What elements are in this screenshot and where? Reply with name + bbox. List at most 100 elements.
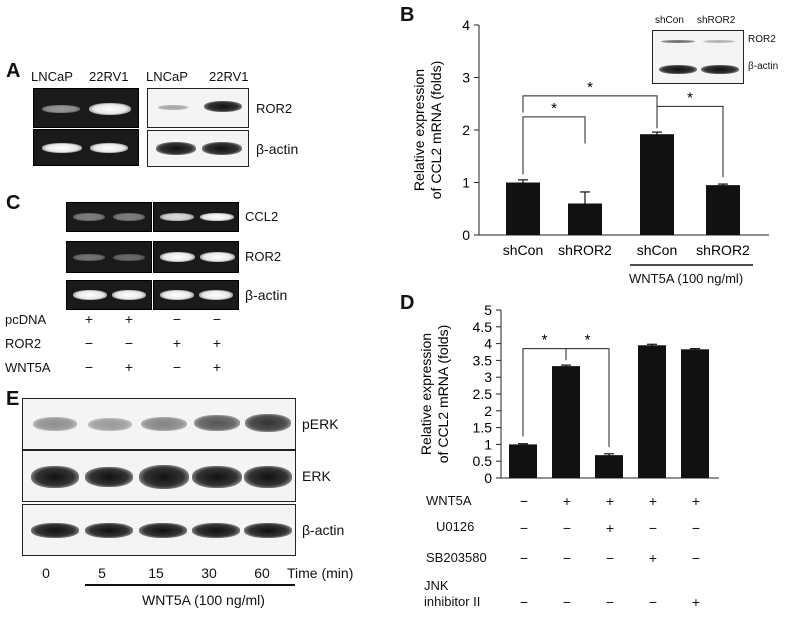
c-ror2-2: − bbox=[124, 335, 134, 351]
chartd-ytick-label: 4 bbox=[484, 336, 492, 352]
b-inset-lane-shror2: shROR2 bbox=[697, 15, 736, 26]
d-wnt5a-5: + bbox=[691, 493, 701, 509]
d-u0126-2: − bbox=[562, 520, 572, 536]
d-sb-3: − bbox=[605, 550, 615, 566]
d-sb-2: − bbox=[562, 550, 572, 566]
chartd-bar bbox=[509, 444, 537, 478]
chartb-sig-bracket bbox=[656, 105, 724, 178]
b-inset-row-ror2: ROR2 bbox=[748, 34, 776, 45]
e-row-label-actin: β-actin bbox=[302, 522, 345, 538]
panel-e-label: E bbox=[6, 388, 20, 410]
chartd-ytick-label: 3.5 bbox=[473, 352, 493, 368]
chartb-ylabel-line2: of CCL2 mRNA (folds) bbox=[428, 61, 444, 199]
e-blot-perk bbox=[22, 398, 296, 450]
chartb-bar bbox=[640, 134, 674, 235]
chartb-bar bbox=[506, 182, 540, 235]
c-wnt5a-4: + bbox=[212, 359, 222, 375]
a-pcr-gel-ror2 bbox=[33, 88, 139, 128]
d-jnk-5: + bbox=[691, 594, 701, 610]
c-pcdna-1: + bbox=[84, 311, 94, 327]
chartd-ytick-label: 3 bbox=[484, 369, 492, 385]
chartb-ytick-label: 2 bbox=[462, 122, 470, 138]
c-cond-pcdna: pcDNA bbox=[5, 312, 47, 327]
chartb-bar bbox=[706, 185, 740, 235]
c-ror2-3: + bbox=[172, 335, 182, 351]
chartd-sig-star: * bbox=[542, 332, 548, 349]
a-western-blot-ror2 bbox=[147, 88, 249, 128]
chartd-ytick-label: 5 bbox=[484, 302, 492, 318]
b-inset-blot bbox=[652, 30, 744, 84]
panel-a-label: A bbox=[6, 60, 21, 82]
c-gel-ccl2-right bbox=[153, 202, 239, 232]
chartb-category-label: shROR2 bbox=[696, 242, 750, 258]
a-row-label-actin: β-actin bbox=[256, 141, 299, 157]
c-row-label-ccl2: CCL2 bbox=[245, 209, 279, 224]
d-cond-sb203580: SB203580 bbox=[426, 550, 487, 565]
e-time-15: 15 bbox=[148, 565, 164, 581]
chartb-sig-star: * bbox=[551, 100, 557, 117]
d-wnt5a-1: − bbox=[519, 493, 529, 509]
c-row-label-ror2: ROR2 bbox=[245, 249, 282, 264]
chartd-ytick-label: 2 bbox=[484, 403, 492, 419]
chartb-sig-star: * bbox=[587, 79, 593, 96]
d-wnt5a-3: + bbox=[605, 493, 615, 509]
a-western-blot-actin bbox=[147, 130, 249, 167]
chartd-ytick-label: 0 bbox=[484, 470, 492, 486]
d-cond-wnt5a: WNT5A bbox=[426, 493, 472, 508]
e-row-label-erk: ERK bbox=[302, 468, 331, 484]
e-treatment-label: WNT5A (100 ng/ml) bbox=[142, 592, 265, 608]
a-wb-lane-22rv1: 22RV1 bbox=[209, 69, 249, 84]
a-row-label-ror2: ROR2 bbox=[256, 101, 293, 116]
d-cond-jnk: JNK inhibitor II bbox=[424, 578, 481, 609]
chartb-ytick-label: 4 bbox=[462, 17, 470, 33]
chartb-sig-bracket bbox=[522, 116, 586, 175]
d-sb-5: − bbox=[691, 550, 701, 566]
b-inset-row-actin: β-actin bbox=[748, 61, 779, 72]
c-pcdna-2: + bbox=[124, 311, 134, 327]
c-ror2-4: + bbox=[212, 335, 222, 351]
chartd-bar bbox=[681, 349, 709, 478]
chartd-ytick-label: 0.5 bbox=[473, 453, 493, 469]
a-wb-lane-lncap: LNCaP bbox=[146, 69, 188, 84]
chartb-ylabel: Relative expressionof CCL2 mRNA (folds) bbox=[411, 61, 444, 199]
chartd-ytick-label: 1.5 bbox=[473, 420, 493, 436]
d-u0126-3: + bbox=[605, 520, 615, 536]
d-u0126-1: − bbox=[519, 520, 529, 536]
chartd-ylabel: Relative expressionof CCL2 mRNA (folds) bbox=[418, 325, 451, 463]
c-wnt5a-3: − bbox=[172, 359, 182, 375]
c-wnt5a-2: + bbox=[124, 359, 134, 375]
chartd-sig-star: * bbox=[585, 332, 591, 349]
chartd-ytick-label: 1 bbox=[484, 436, 492, 452]
panel-c-label: C bbox=[6, 192, 21, 214]
c-ror2-1: − bbox=[84, 335, 94, 351]
b-inset-lane-shcon: shCon bbox=[655, 15, 684, 26]
chartb-sig-star: * bbox=[687, 89, 693, 106]
c-gel-ror2-right bbox=[153, 241, 239, 273]
a-pcr-gel-actin bbox=[33, 129, 139, 166]
chartd-bar bbox=[638, 345, 666, 478]
e-time-0: 0 bbox=[42, 565, 50, 581]
d-wnt5a-2: + bbox=[562, 493, 572, 509]
e-treatment-line bbox=[85, 584, 295, 586]
chartd-bar bbox=[552, 366, 580, 478]
c-gel-actin-right bbox=[153, 280, 239, 310]
chartd-ytick-label: 2.5 bbox=[473, 386, 493, 402]
d-cond-u0126: U0126 bbox=[436, 519, 475, 534]
chartd-ytick-label: 4.5 bbox=[473, 319, 493, 335]
c-gel-ccl2-left bbox=[66, 202, 152, 232]
e-blot-actin bbox=[22, 504, 296, 556]
chartd-ylabel-line2: of CCL2 mRNA (folds) bbox=[435, 325, 451, 463]
d-u0126-5: − bbox=[691, 520, 701, 536]
e-time-60: 60 bbox=[254, 565, 270, 581]
chartb-category-label: shROR2 bbox=[558, 242, 612, 258]
e-time-30: 30 bbox=[201, 565, 217, 581]
e-time-label: Time (min) bbox=[287, 565, 354, 581]
d-u0126-4: − bbox=[648, 520, 658, 536]
chartb-ytick-label: 0 bbox=[462, 227, 470, 243]
chartd-sig-bracket bbox=[565, 348, 610, 448]
c-gel-ror2-left bbox=[66, 241, 152, 273]
d-jnk-4: − bbox=[648, 594, 658, 610]
e-row-label-perk: pERK bbox=[302, 416, 339, 432]
b-treatment-label: WNT5A (100 ng/ml) bbox=[629, 271, 744, 286]
chartd-ylabel-line1: Relative expression bbox=[418, 333, 434, 455]
